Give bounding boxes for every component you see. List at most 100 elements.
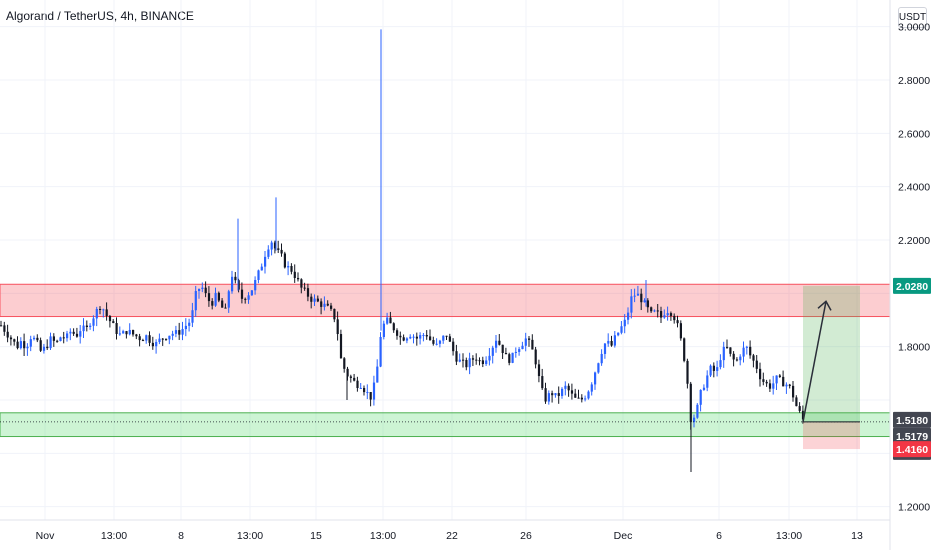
projection-loss-area [803, 421, 860, 450]
candle-body [785, 384, 788, 387]
price-badge [893, 441, 931, 458]
time-tick-label: 15 [310, 530, 322, 542]
projection-profit-area [803, 285, 860, 422]
candle-body [478, 360, 481, 362]
candle-body [448, 336, 451, 342]
candle-body [610, 340, 613, 346]
price-badge [893, 427, 931, 444]
candle-body [485, 360, 488, 365]
chart-grid [0, 0, 890, 520]
candle-body [392, 323, 395, 331]
time-tick-label: 13:00 [370, 530, 396, 542]
candle-body [633, 295, 636, 297]
candle-body [590, 384, 593, 392]
candle-body [518, 349, 521, 352]
candle-body [356, 380, 359, 388]
candle-body [531, 339, 534, 350]
candle-body [333, 308, 336, 320]
candle-body [514, 351, 517, 353]
chart-title: Algorand / TetherUS, 4h, BINANCE [6, 9, 194, 23]
candle-body [155, 341, 158, 347]
candle-body [765, 381, 768, 384]
candle-body [23, 341, 26, 349]
candle-body [752, 355, 755, 361]
price-badge-label: 2.0280 [896, 281, 928, 293]
candle-body [587, 391, 590, 399]
candle-body [26, 346, 29, 349]
candle-body [620, 326, 623, 333]
candle-body [29, 339, 32, 347]
candle-body [270, 242, 273, 250]
candle-body [42, 346, 46, 351]
candle-body [630, 296, 633, 313]
candle-body [227, 291, 230, 308]
candle-body [122, 331, 125, 334]
candle-body [211, 301, 214, 306]
candle-body [72, 331, 75, 334]
candle-body [607, 340, 610, 344]
candle-body [636, 293, 640, 296]
candle-body [429, 336, 432, 341]
time-tick-label: Nov [36, 530, 55, 542]
candle-body [712, 365, 715, 371]
candle-body [293, 271, 296, 278]
price-badge-label: 1.4160 [896, 444, 928, 456]
candle-body [244, 298, 247, 300]
time-tick-label: 22 [446, 530, 458, 542]
candle-body [709, 365, 712, 376]
candle-body [250, 290, 253, 296]
candle-body [168, 335, 171, 340]
candle-body [260, 266, 263, 271]
candle-body [557, 393, 560, 396]
candle-body [145, 335, 148, 341]
candle-body [584, 398, 587, 400]
time-axis: Nov 13:00 8 13:00 15 13:00 22 26 Dec 6 13:00 13 [36, 530, 863, 542]
candle-body [359, 387, 362, 389]
candle-body [405, 338, 409, 341]
candle-body [432, 340, 435, 344]
candle-body [92, 318, 95, 326]
candle-body [0, 325, 3, 327]
candle-body [544, 388, 547, 402]
candle-body [524, 338, 527, 346]
candle-body [415, 336, 418, 339]
candle-body [603, 343, 607, 354]
time-tick-label: 6 [716, 530, 722, 542]
candle-body [382, 323, 385, 337]
candle-body [491, 347, 494, 356]
candle-body [722, 346, 725, 361]
candle-body [551, 393, 554, 396]
candle-body [188, 322, 191, 326]
candle-body [254, 279, 257, 291]
resistance-zone [0, 283, 891, 318]
currency-button[interactable]: USDT [898, 7, 927, 28]
candle-body [99, 308, 102, 310]
candle-body [273, 242, 277, 249]
candle-body [207, 293, 211, 302]
candle-body [475, 359, 478, 361]
candle-body [234, 276, 237, 281]
candle-body [617, 332, 620, 336]
candle-body [726, 346, 729, 348]
candle-body [118, 333, 121, 335]
candle-body [597, 363, 600, 373]
candle-body [128, 329, 131, 335]
candle-body [521, 345, 524, 350]
candle-body [290, 265, 293, 272]
candle-body [46, 346, 49, 349]
candle-body [369, 392, 372, 400]
candle-body [297, 277, 300, 280]
candle-body [326, 303, 329, 306]
candle-body [561, 388, 564, 396]
candle-body [435, 343, 438, 345]
candle-body [320, 301, 323, 307]
candle-body [306, 288, 310, 297]
candle-body [161, 338, 164, 340]
candle-body [19, 341, 22, 349]
candle-body [3, 325, 6, 332]
time-tick-label: 13:00 [776, 530, 802, 542]
candle-body [138, 336, 141, 341]
candle-body [300, 279, 303, 288]
candle-body [224, 307, 227, 309]
